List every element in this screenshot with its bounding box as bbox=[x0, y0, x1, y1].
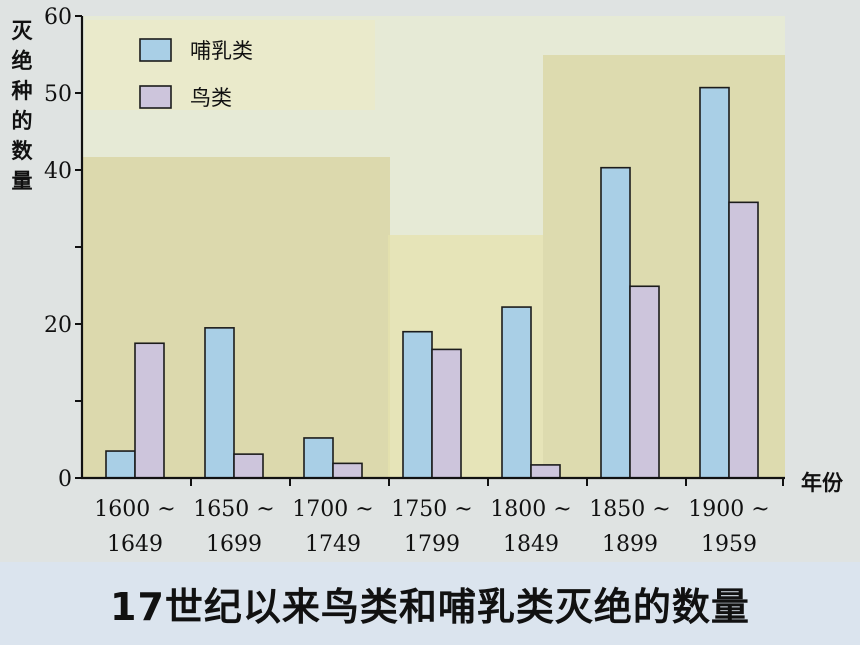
y-axis-label: 灭绝种的数量 bbox=[11, 19, 34, 193]
bar-bird-6 bbox=[728, 201, 759, 479]
bar-mammal-6 bbox=[699, 86, 730, 479]
ticks: 0 20 40 50 60 1600 ~ 1649 1650 ~ 1699 1700 ~ 1749 1… bbox=[44, 5, 784, 557]
bar-bird-2 bbox=[332, 462, 363, 479]
x-tick-label-2-line2: 1749 bbox=[305, 532, 361, 557]
bar-bird-3 bbox=[431, 348, 462, 479]
bar-mammal-3 bbox=[402, 330, 433, 479]
chart-caption: 17世纪以来鸟类和哺乳类灭绝的数量 bbox=[110, 585, 750, 629]
shade-panel-left bbox=[82, 157, 390, 478]
y-tick-label-60: 60 bbox=[44, 5, 72, 30]
y-tick-label-40: 40 bbox=[44, 159, 72, 184]
bar-mammal-2 bbox=[303, 437, 334, 479]
x-tick-label-3-line2: 1799 bbox=[404, 532, 460, 557]
caption-band: 17世纪以来鸟类和哺乳类灭绝的数量 bbox=[0, 562, 860, 645]
x-tick-label-4-line2: 1849 bbox=[503, 532, 559, 557]
x-tick-label-6-line1: 1900 ~ bbox=[688, 497, 769, 522]
legend-swatch-bird bbox=[139, 85, 172, 109]
legend-label-bird: 鸟类 bbox=[190, 86, 232, 110]
bar-bird-0 bbox=[134, 342, 165, 479]
x-tick-label-3-line1: 1750 ~ bbox=[391, 497, 472, 522]
legend-swatch-mammal bbox=[139, 38, 172, 62]
bar-mammal-1 bbox=[204, 327, 235, 479]
bar-bird-4 bbox=[530, 464, 561, 479]
x-tick-label-5-line2: 1899 bbox=[602, 532, 658, 557]
x-tick-label-1-line2: 1699 bbox=[206, 532, 262, 557]
x-tick-label-2-line1: 1700 ~ bbox=[292, 497, 373, 522]
bar-bird-5 bbox=[629, 285, 660, 479]
x-axis-label: 年份 bbox=[801, 471, 844, 495]
x-tick-label-6-line2: 1959 bbox=[701, 532, 757, 557]
bar-mammal-4 bbox=[501, 306, 532, 479]
x-tick-label-5-line1: 1850 ~ bbox=[589, 497, 670, 522]
legend-label-mammal: 哺乳类 bbox=[190, 39, 253, 63]
bar-mammal-0 bbox=[105, 450, 136, 479]
x-tick-label-0-line2: 1649 bbox=[107, 532, 163, 557]
x-tick-label-4-line1: 1800 ~ bbox=[490, 497, 571, 522]
y-tick-label-20: 20 bbox=[44, 313, 72, 338]
y-tick-label-0: 0 bbox=[58, 467, 72, 492]
bar-bird-1 bbox=[233, 453, 264, 479]
x-tick-label-0-line1: 1600 ~ bbox=[94, 497, 175, 522]
x-tick-label-1-line1: 1650 ~ bbox=[193, 497, 274, 522]
y-tick-label-50: 50 bbox=[44, 82, 72, 107]
bar-mammal-5 bbox=[600, 166, 631, 479]
legend-backdrop bbox=[85, 20, 375, 110]
